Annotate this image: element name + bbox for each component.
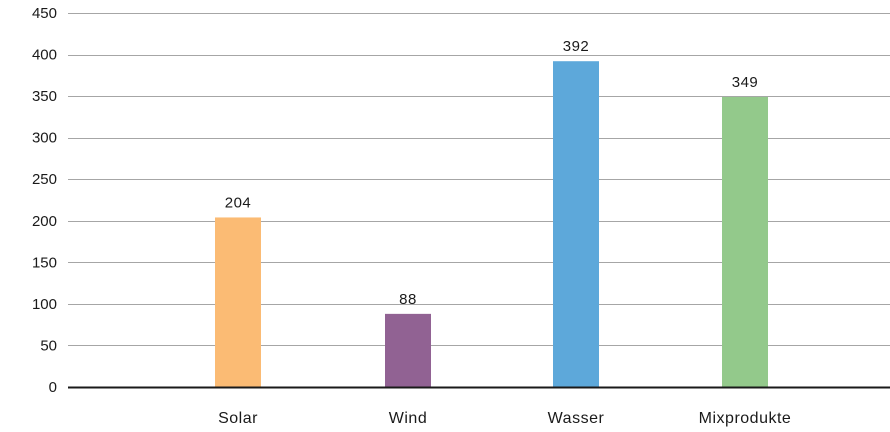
gridlines xyxy=(68,13,890,346)
y-tick-label-450: 450 xyxy=(32,5,57,22)
bar-solar xyxy=(215,217,261,387)
y-axis-ticks: 0 50 100 150 200 250 300 350 400 450 xyxy=(32,5,57,396)
data-label-mixprodukte: 349 xyxy=(732,74,759,91)
x-category-label-mixprodukte: Mixprodukte xyxy=(699,410,792,427)
bar-wasser xyxy=(553,61,599,388)
data-labels: 204 88 392 349 xyxy=(225,38,759,308)
y-tick-label-350: 350 xyxy=(32,88,57,105)
data-label-wasser: 392 xyxy=(563,38,590,55)
x-axis-categories: Solar Wind Wasser Mixprodukte xyxy=(218,410,791,427)
y-tick-label-50: 50 xyxy=(40,337,57,354)
data-label-wind: 88 xyxy=(399,291,417,308)
x-category-label-wasser: Wasser xyxy=(548,410,605,427)
x-category-label-solar: Solar xyxy=(218,410,258,427)
bars xyxy=(215,61,768,388)
y-tick-label-300: 300 xyxy=(32,130,57,147)
data-label-solar: 204 xyxy=(225,194,252,211)
y-tick-label-250: 250 xyxy=(32,171,57,188)
y-tick-label-100: 100 xyxy=(32,296,57,313)
y-tick-label-400: 400 xyxy=(32,47,57,64)
x-category-label-wind: Wind xyxy=(389,410,427,427)
y-tick-label-150: 150 xyxy=(32,254,57,271)
bar-wind xyxy=(385,313,431,387)
y-tick-label-0: 0 xyxy=(49,379,57,396)
y-tick-label-200: 200 xyxy=(32,213,57,230)
bar-mixprodukte xyxy=(722,96,768,387)
